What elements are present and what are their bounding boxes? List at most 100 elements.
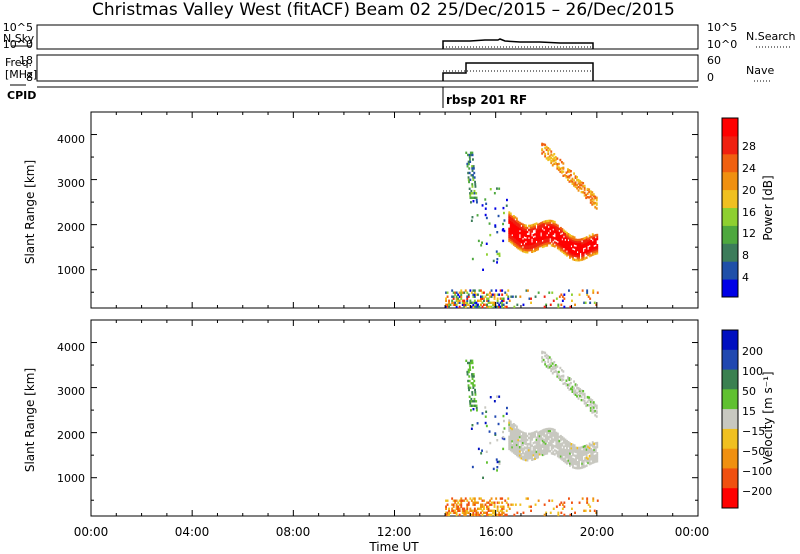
- velocity-cell: [543, 449, 546, 452]
- power-cell: [556, 230, 559, 234]
- power-cell: [540, 228, 543, 231]
- power-cell: [496, 258, 499, 261]
- power-cell: [467, 171, 470, 175]
- power-cell: [542, 150, 545, 154]
- velocity-cell: [517, 451, 520, 454]
- velocity-cell: [471, 375, 474, 378]
- power-cell: [508, 219, 511, 222]
- velocity-cell: [499, 513, 502, 517]
- velocity-cell: [483, 499, 485, 502]
- velocity-cell: [499, 497, 502, 500]
- velocity-cell: [460, 497, 463, 500]
- velocity-cell: [472, 373, 475, 376]
- velocity-cell: [560, 369, 563, 372]
- power-cell: [573, 254, 576, 257]
- power-cell: [587, 239, 590, 242]
- power-cell: [556, 224, 559, 227]
- velocity-cell: [578, 448, 580, 452]
- velocity-cell: [526, 459, 529, 462]
- velocity-cell: [562, 374, 565, 377]
- power-cell: [550, 234, 553, 237]
- power-cell: [511, 232, 514, 235]
- velocity-cell: [534, 445, 536, 448]
- power-cell: [585, 256, 588, 259]
- velocity-cell: [572, 459, 574, 463]
- velocity-cell: [525, 456, 527, 460]
- velocity-ylabel: Slant Range [km]: [23, 368, 37, 472]
- power-cell: [590, 246, 593, 249]
- velocity-cell: [557, 370, 560, 374]
- velocity-cell: [484, 503, 487, 506]
- power-cell: [496, 305, 499, 309]
- power-cell: [593, 236, 596, 239]
- power-cell: [504, 305, 507, 309]
- power-cell: [587, 251, 590, 255]
- power-cell: [483, 303, 485, 306]
- power-cell: [469, 160, 472, 163]
- velocity-cell: [555, 435, 558, 439]
- velocity-cell: [579, 448, 582, 451]
- velocity-cell: [467, 370, 470, 374]
- velocity-cell: [569, 513, 572, 517]
- velocity-cell: [543, 432, 546, 436]
- velocity-cell: [567, 461, 570, 464]
- velocity-cell: [544, 448, 547, 451]
- power-cell: [509, 212, 512, 215]
- power-cell: [581, 238, 584, 241]
- power-cell: [576, 246, 579, 250]
- power-cell: [561, 248, 564, 251]
- velocity-cell: [596, 443, 599, 447]
- power-cell: [472, 178, 475, 181]
- power-cell: [574, 176, 577, 179]
- velocity-cell: [508, 419, 511, 422]
- power-cell: [492, 259, 495, 263]
- velocity-cell: [561, 507, 564, 510]
- power-cell: [496, 261, 498, 264]
- power-cell: [573, 242, 576, 245]
- velocity-cell: [579, 466, 582, 470]
- power-colorbar-swatch: [722, 225, 738, 244]
- velocity-cell: [490, 501, 493, 504]
- velocity-cell: [469, 400, 471, 403]
- velocity-cell: [549, 439, 552, 443]
- velocity-cell: [572, 453, 574, 457]
- velocity-cell: [515, 443, 518, 447]
- velocity-cell: [514, 444, 517, 447]
- power-cell: [487, 305, 490, 309]
- velocity-cell: [590, 454, 593, 457]
- velocity-cell: [538, 451, 541, 454]
- power-cell: [514, 232, 517, 235]
- velocity-cell: [569, 444, 571, 447]
- velocity-cell: [537, 433, 539, 437]
- velocity-cell: [470, 509, 473, 512]
- power-frame: [90, 111, 699, 309]
- velocity-cell: [518, 448, 521, 451]
- power-cell: [498, 187, 501, 190]
- power-cell: [537, 243, 539, 247]
- velocity-cell: [564, 448, 567, 452]
- power-cell: [578, 259, 580, 262]
- power-cell: [471, 183, 474, 186]
- velocity-cell: [469, 509, 472, 512]
- velocity-cell: [559, 375, 562, 378]
- velocity-cell: [537, 453, 539, 457]
- power-cell: [581, 250, 584, 253]
- power-cell: [535, 232, 538, 235]
- power-cell: [517, 243, 520, 246]
- velocity-cell: [570, 443, 573, 446]
- power-cell: [506, 198, 508, 202]
- power-cell: [535, 244, 538, 248]
- power-cell: [471, 169, 474, 172]
- velocity-cell: [590, 458, 593, 461]
- velocity-cell: [517, 436, 520, 440]
- power-cell: [517, 247, 520, 250]
- velocity-cell: [494, 433, 497, 436]
- velocity-cell: [511, 440, 514, 443]
- velocity-cell: [513, 513, 516, 517]
- velocity-cell: [512, 437, 515, 440]
- power-cell: [591, 237, 594, 240]
- velocity-cell: [526, 451, 529, 454]
- velocity-cell: [541, 451, 544, 455]
- power-cell: [507, 295, 510, 298]
- velocity-cell: [457, 501, 460, 504]
